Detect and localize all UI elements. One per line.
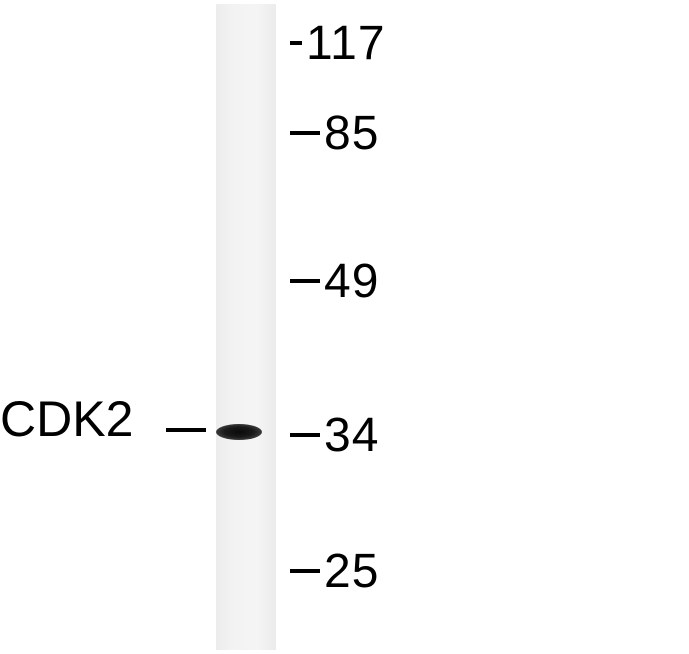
marker-label: 85 — [324, 107, 380, 160]
marker-85: 85 — [290, 110, 379, 158]
marker-25: 25 — [290, 548, 379, 596]
marker-label: 49 — [324, 255, 380, 308]
blot-lane — [216, 4, 276, 650]
marker-tick — [290, 41, 302, 46]
marker-tick — [290, 131, 320, 136]
protein-label: CDK2 — [0, 391, 134, 447]
marker-tick — [290, 569, 320, 574]
protein-indicator-line — [166, 428, 206, 432]
protein-band — [216, 424, 262, 440]
marker-tick — [290, 279, 320, 284]
marker-label: 117 — [306, 17, 386, 70]
marker-34: 34 — [290, 412, 379, 460]
marker-49: 49 — [290, 258, 379, 306]
marker-tick — [290, 433, 320, 438]
marker-117: 117 — [290, 20, 386, 68]
marker-label: 25 — [324, 545, 380, 598]
marker-label: 34 — [324, 409, 380, 462]
